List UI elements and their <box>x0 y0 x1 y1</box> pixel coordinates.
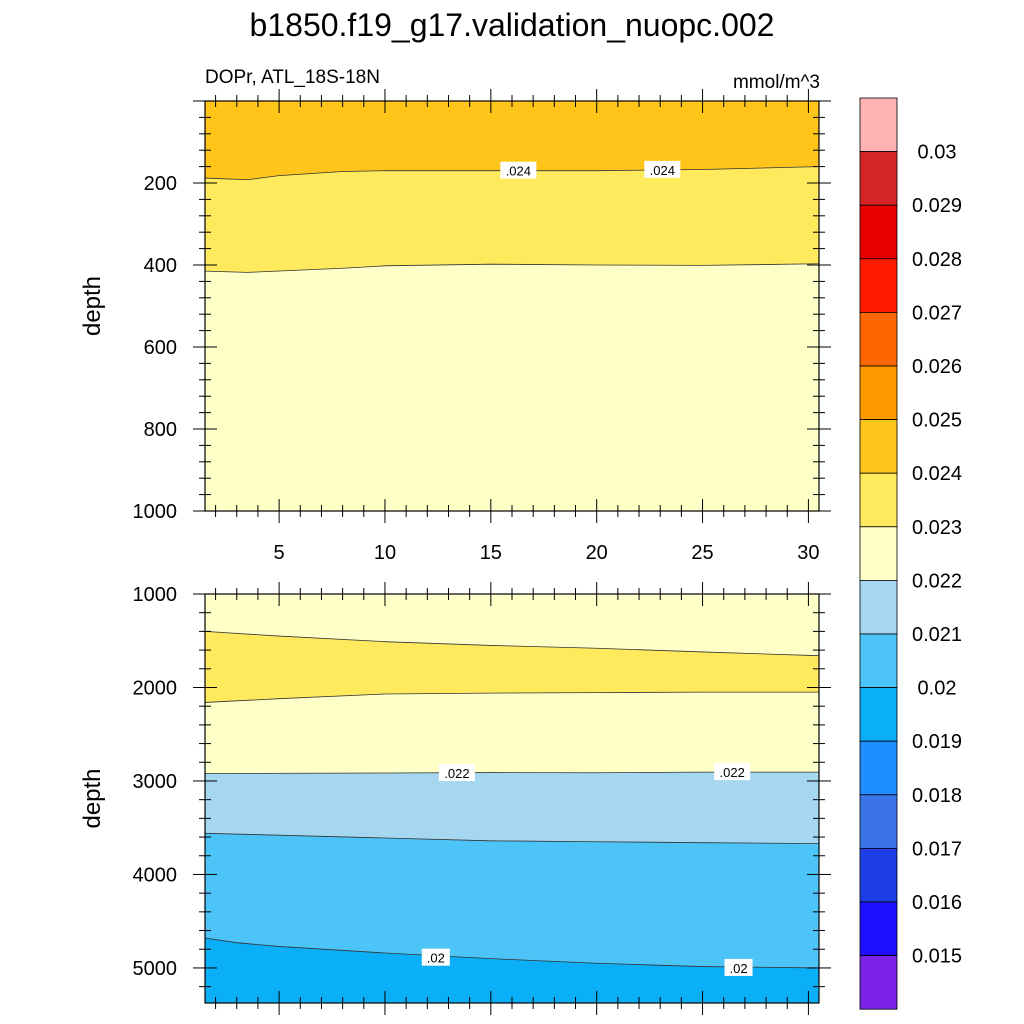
contour-label: .02 <box>730 961 748 976</box>
colorbar-level-label: 0.019 <box>912 731 962 753</box>
colorbar-level-label: 0.023 <box>912 517 962 539</box>
contour-fill-region <box>205 263 819 511</box>
contour-label: .024 <box>650 163 675 178</box>
colorbar-level-label: 0.029 <box>912 195 962 217</box>
contour-label: .02 <box>427 951 445 966</box>
contour-line <box>204 630 820 657</box>
contour-label-box <box>724 958 753 976</box>
figure-title: b1850.f19_g17.validation_nuopc.002 <box>250 7 775 43</box>
colorbar-swatch <box>859 901 898 956</box>
y-tick-label: 5000 <box>133 958 178 980</box>
colorbar-level-label: 0.021 <box>912 624 962 646</box>
y-tick-label: 1000 <box>133 584 178 606</box>
colorbar-level-label: 0.015 <box>912 946 962 968</box>
y-tick-label: 4000 <box>133 864 178 886</box>
contour-label: .024 <box>506 164 531 179</box>
lower-depth-panel: .022 .022 .02 .02 1000 2000 3000 4000 5000 depth <box>79 582 831 1015</box>
x-tick-label: 30 <box>797 542 819 564</box>
y-tick-label: 600 <box>144 337 177 359</box>
upper-depth-panel: .024 .024 200 400 600 800 1000 5 10 15 20 25 30 depth <box>79 89 831 564</box>
colorbar-swatch <box>859 580 898 635</box>
x-tick-label: 15 <box>480 542 502 564</box>
colorbar-swatch <box>859 311 898 367</box>
colorbar-level-label: 0.022 <box>912 570 962 592</box>
contour-label-box <box>500 161 537 179</box>
contour-line <box>204 832 820 845</box>
colorbar-swatch <box>859 97 898 152</box>
colorbar-swatch <box>859 258 898 313</box>
contour-label-box <box>714 763 751 781</box>
x-tick-label: 10 <box>374 542 396 564</box>
y-tick-label: 3000 <box>133 771 178 793</box>
units-label: mmol/m^3 <box>733 72 820 93</box>
y-tick-label: 400 <box>144 255 177 277</box>
colorbar-swatch <box>859 419 898 474</box>
colorbar-swatch <box>859 687 898 742</box>
colorbar-level-label: 0.03 <box>918 142 957 164</box>
colorbar-swatch <box>859 633 898 688</box>
colorbar-swatch <box>859 472 898 528</box>
colorbar-swatch <box>859 740 898 796</box>
colorbar-swatch <box>859 204 898 260</box>
colorbar-swatch <box>859 151 898 206</box>
x-tick-label: 5 <box>274 542 285 564</box>
colorbar-level-label: 0.016 <box>912 892 962 914</box>
colorbar-level-label: 0.017 <box>912 838 962 860</box>
y-axis-label: depth <box>79 768 106 828</box>
contour-line <box>204 263 820 273</box>
x-tick-label: 25 <box>691 542 713 564</box>
colorbar-level-label: 0.018 <box>912 785 962 807</box>
colorbar-swatch <box>859 365 898 420</box>
contour-label-box <box>421 948 450 966</box>
colorbar-swatch <box>859 794 898 849</box>
colorbar-level-label: 0.027 <box>912 302 962 324</box>
y-tick-label: 1000 <box>133 501 178 523</box>
colorbar-level-label: 0.02 <box>918 678 957 700</box>
contour-fill-region <box>205 938 819 1003</box>
y-tick-label: 800 <box>144 419 177 441</box>
contour-line <box>204 166 820 181</box>
colorbar-level-label: 0.026 <box>912 356 962 378</box>
y-axis-label: depth <box>79 276 106 336</box>
variable-label: DOPr, ATL_18S-18N <box>205 67 380 88</box>
x-tick-label: 20 <box>586 542 608 564</box>
y-tick-label: 2000 <box>133 677 178 699</box>
contour-line <box>204 691 819 703</box>
contour-label: .022 <box>720 765 745 780</box>
colorbar-swatch <box>859 848 898 903</box>
colorbar-level-label: 0.025 <box>912 410 962 432</box>
colorbar: 0.03 0.029 0.028 0.027 0.026 0.025 0.024 0.023 0… <box>859 97 962 1010</box>
contour-label: .022 <box>444 766 469 781</box>
contour-label-box <box>644 160 681 178</box>
contour-label-box <box>438 764 475 782</box>
y-tick-label: 200 <box>144 173 177 195</box>
colorbar-swatch <box>859 526 898 581</box>
colorbar-level-label: 0.024 <box>912 463 962 485</box>
colorbar-level-label: 0.028 <box>912 249 962 271</box>
colorbar-swatch <box>859 955 898 1010</box>
